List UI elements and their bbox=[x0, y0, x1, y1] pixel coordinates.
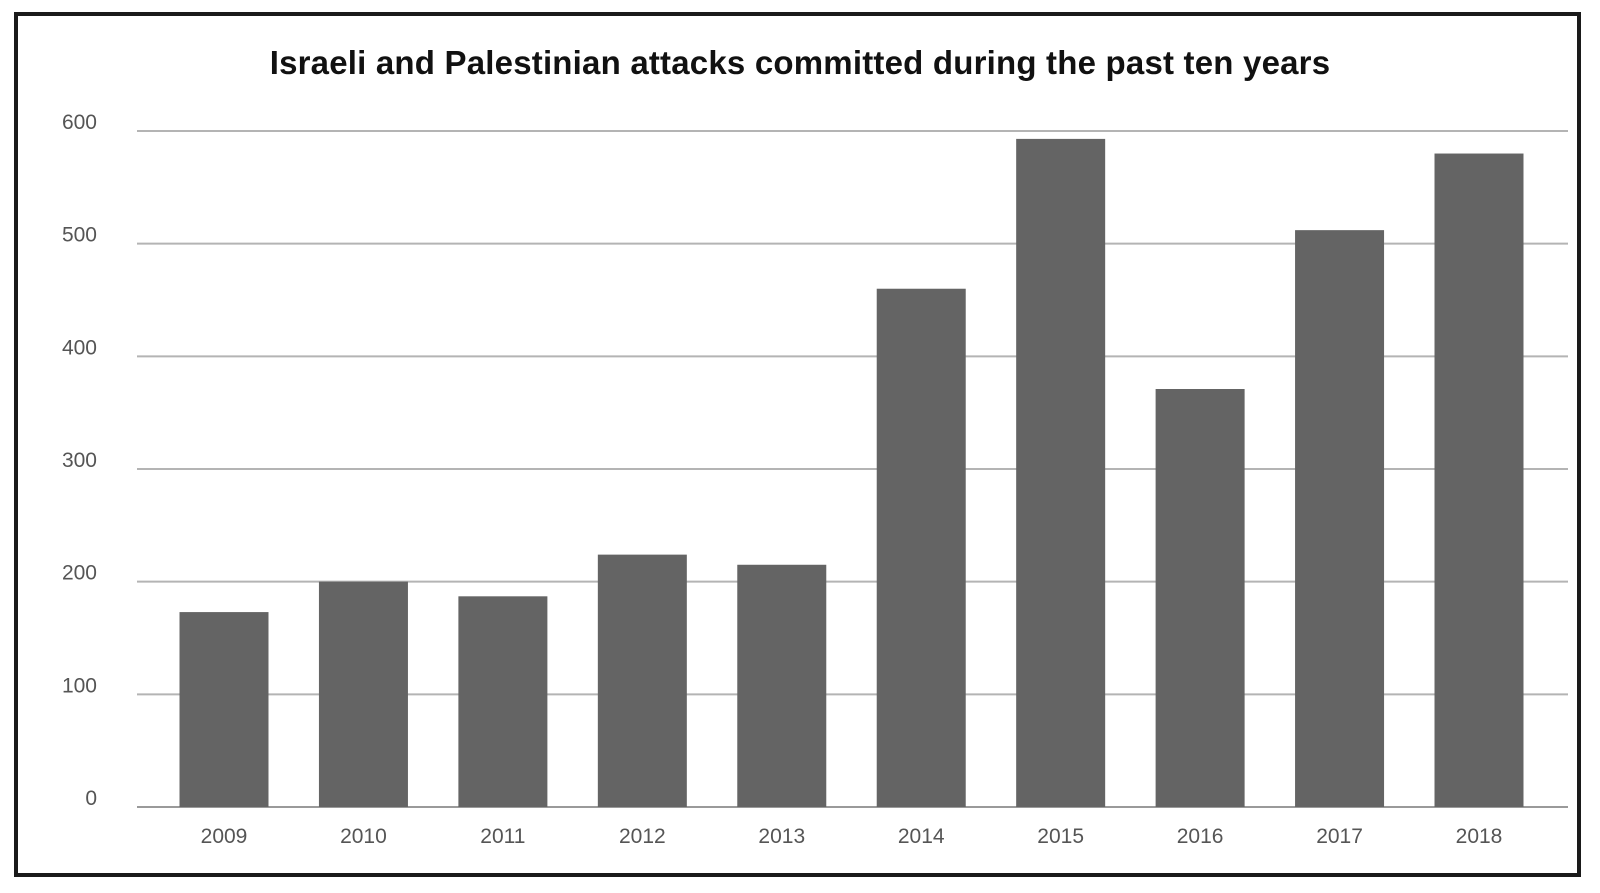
bar-2018 bbox=[1434, 153, 1524, 808]
bar-2012 bbox=[597, 554, 687, 807]
x-tick-label: 2010 bbox=[340, 825, 387, 848]
bar-2011 bbox=[458, 596, 548, 807]
x-tick-label: 2012 bbox=[619, 825, 666, 848]
x-tick-label: 2014 bbox=[898, 825, 945, 848]
bar-2009 bbox=[179, 612, 269, 807]
y-tick-label: 200 bbox=[62, 562, 97, 585]
y-tick-label: 400 bbox=[62, 336, 97, 359]
bar-2010 bbox=[318, 581, 408, 807]
y-tick-label: 100 bbox=[62, 674, 97, 697]
chart-title: Israeli and Palestinian attacks committe… bbox=[269, 44, 1331, 81]
x-tick-label: 2018 bbox=[1456, 825, 1503, 848]
y-axis-ticks: 0 100 200 300 400 500 600 bbox=[62, 111, 97, 810]
bar-2016 bbox=[1155, 389, 1245, 807]
x-tick-label: 2009 bbox=[201, 825, 248, 848]
bar-2013 bbox=[737, 564, 827, 807]
x-tick-label: 2011 bbox=[480, 825, 525, 848]
y-tick-label: 600 bbox=[62, 111, 97, 134]
y-tick-label: 0 bbox=[85, 787, 97, 810]
x-tick-label: 2017 bbox=[1316, 825, 1363, 848]
bar-2017 bbox=[1295, 230, 1385, 807]
bar-2014 bbox=[876, 288, 966, 807]
bar-2015 bbox=[1016, 138, 1106, 808]
x-tick-label: 2015 bbox=[1037, 825, 1084, 848]
bars bbox=[179, 138, 1524, 808]
x-tick-label: 2016 bbox=[1177, 825, 1224, 848]
x-axis-ticks: 2009 2010 2011 2012 2013 2014 2015 2016 2017 2018 bbox=[201, 825, 1503, 848]
y-tick-label: 300 bbox=[62, 449, 97, 472]
y-tick-label: 500 bbox=[62, 224, 97, 247]
x-tick-label: 2013 bbox=[758, 825, 805, 848]
